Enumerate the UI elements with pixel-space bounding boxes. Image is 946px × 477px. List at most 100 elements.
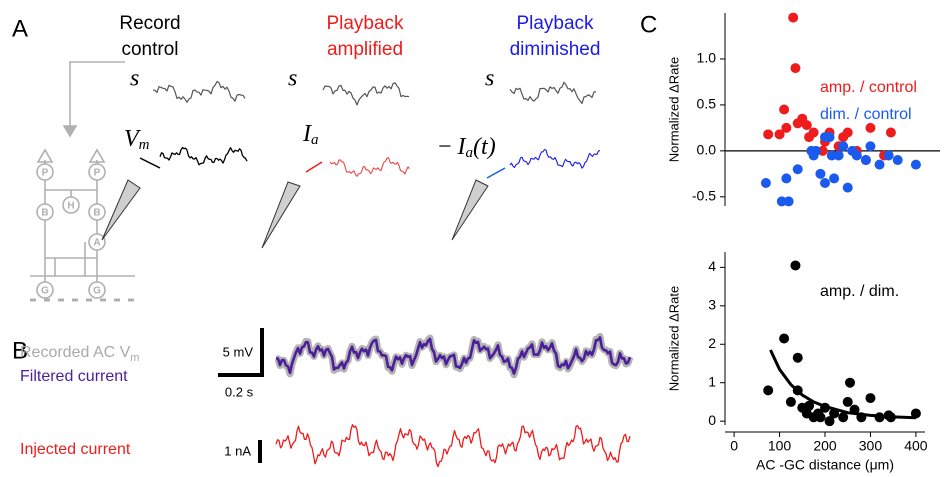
symbol-sub: a: [311, 132, 319, 148]
circuit-node-label: H: [67, 201, 74, 212]
column-title: diminished: [510, 39, 601, 60]
circuit-node-label: P: [94, 168, 101, 179]
data-point: [865, 122, 876, 133]
y-tick-label: 0.5: [697, 96, 717, 112]
circuit-node: [36, 281, 54, 299]
data-point: [856, 412, 867, 423]
trace: [509, 149, 601, 169]
data-point: [790, 260, 801, 271]
data-point: [865, 141, 876, 152]
legend-filtered: Filtered current: [20, 368, 128, 385]
data-point: [824, 416, 835, 427]
scale-bars: [218, 328, 264, 463]
circuit: [30, 61, 135, 302]
y-tick-label: 1: [708, 373, 716, 389]
data-point: [810, 145, 821, 156]
symbol-base: V: [124, 126, 141, 152]
panel-label: C: [640, 11, 657, 38]
circuit-node: [36, 163, 54, 181]
data-point: [829, 408, 840, 419]
symbol-suffix: (t): [473, 134, 496, 160]
y-tick-label: 2: [708, 335, 716, 351]
column-title: amplified: [327, 39, 403, 60]
symbol-sub: a: [466, 145, 474, 161]
data-point: [783, 196, 794, 207]
data-point: [815, 168, 826, 179]
x-tick-label: 300: [859, 438, 883, 454]
data-point: [865, 393, 876, 404]
y-axis-label: Normalized ΔRate: [666, 286, 681, 392]
y-axis-label: Normalized ΔRate: [666, 57, 681, 163]
data-point: [842, 396, 853, 407]
circuit-node-label: G: [41, 286, 49, 297]
trace: [329, 157, 410, 177]
x-tick-label: 400: [904, 438, 928, 454]
arrow: [305, 161, 323, 173]
column-title: Playback: [516, 13, 594, 34]
pipettes: [101, 179, 489, 249]
column-title: Playback: [326, 13, 404, 34]
y-tick-label: 0: [708, 412, 716, 428]
panel-label: A: [12, 15, 28, 42]
data-point: [842, 127, 853, 138]
stimulus-symbol: s: [130, 66, 139, 92]
data-point: [838, 412, 849, 423]
data-point: [815, 412, 826, 423]
legend-label: amp. / control: [820, 79, 917, 96]
circuit-node: [88, 233, 106, 251]
data-point: [849, 404, 860, 415]
legend-injected: Injected current: [20, 441, 131, 458]
symbol: Vm: [124, 126, 150, 154]
data-point: [763, 129, 774, 140]
data-point: [801, 120, 812, 131]
arrow: [486, 167, 506, 179]
circuit-node-label: B: [41, 208, 48, 219]
circuit-node: [62, 196, 80, 214]
data-point: [792, 385, 803, 396]
data-point: [833, 150, 844, 161]
trace: [322, 82, 410, 106]
symbol-base: I: [457, 134, 467, 160]
data-point: [910, 159, 921, 170]
data-point: [842, 182, 853, 193]
data-point: [820, 178, 830, 189]
data-point: [885, 412, 896, 423]
panel-label: B: [12, 337, 28, 364]
data-point: [820, 402, 830, 413]
text: Recorded AC V: [20, 344, 131, 361]
data-point: [760, 178, 771, 189]
data-point: [838, 141, 849, 152]
scale-label: 1 nA: [224, 443, 251, 458]
scale-label: 5 mV: [223, 344, 254, 359]
y-tick-label: 0.0: [697, 142, 717, 158]
data-point: [792, 164, 803, 175]
y-tick-label: 4: [708, 258, 716, 274]
data-point: [779, 104, 790, 115]
data-point: [860, 155, 871, 166]
circuit-node: [88, 203, 106, 221]
column-title: control: [121, 39, 178, 60]
trace: [509, 81, 596, 105]
data-point: [885, 127, 896, 138]
scale-label: 0.2 s: [225, 384, 254, 399]
x-tick-label: 200: [813, 438, 837, 454]
data-point: [788, 12, 799, 23]
data-point: [763, 385, 774, 396]
x-axis-label: AC -GC distance (μm): [756, 457, 894, 473]
y-tick-label: -0.5: [692, 188, 716, 204]
trace: [159, 146, 248, 166]
data-point: [779, 333, 790, 344]
x-tick-label: 0: [730, 438, 738, 454]
data-point: [845, 377, 855, 388]
circuit-node-label: B: [93, 208, 100, 219]
data-point: [892, 155, 903, 166]
data-point: [874, 412, 885, 423]
subscript: m: [130, 352, 139, 364]
arrow: [139, 157, 161, 169]
data-point: [910, 408, 921, 419]
data-point: [804, 400, 815, 411]
data-point: [874, 159, 885, 170]
legend-label: amp. / dim.: [820, 283, 899, 300]
circuit-node-label: G: [93, 286, 101, 297]
data-point: [781, 173, 792, 184]
